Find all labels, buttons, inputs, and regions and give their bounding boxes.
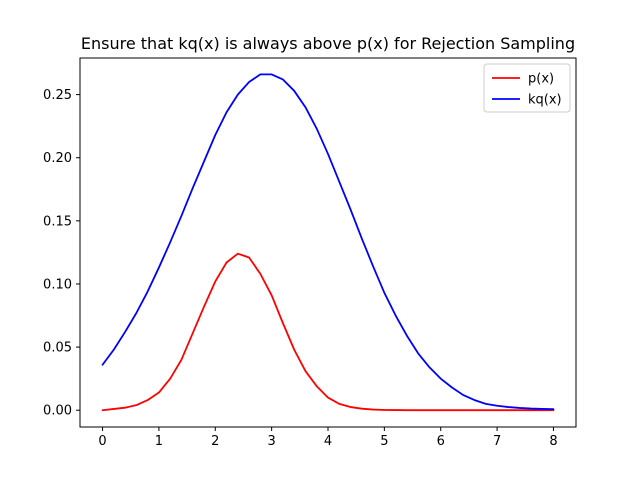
- y-tick-label: 0.05: [43, 341, 72, 356]
- plot-frame: [79, 57, 577, 428]
- series-line-kq: [101, 73, 555, 411]
- legend-label: p(x): [528, 72, 554, 87]
- y-tick-label: 0.25: [43, 88, 72, 103]
- chart-title: Ensure that kq(x) is always above p(x) f…: [81, 34, 575, 53]
- x-tick-label: 6: [437, 434, 445, 449]
- y-tick-label: 0.20: [43, 151, 72, 166]
- legend: p(x) kq(x): [483, 63, 571, 113]
- x-tick-label: 4: [324, 434, 332, 449]
- axis-ticks: 0 1 2 3 4 5 6 7 8 0.00 0.05 0.10 0.15 0.20 0.25: [43, 88, 558, 449]
- legend-label: kq(x): [528, 93, 562, 108]
- x-tick-label: 7: [493, 434, 501, 449]
- y-tick-label: 0.00: [43, 404, 72, 419]
- x-tick-label: 5: [380, 434, 388, 449]
- plot-lines: [101, 73, 555, 412]
- x-tick-label: 2: [211, 434, 219, 449]
- y-tick-label: 0.15: [43, 214, 72, 229]
- series-line-p: [101, 252, 555, 412]
- x-tick-label: 1: [155, 434, 163, 449]
- x-tick-label: 8: [549, 434, 557, 449]
- y-tick-label: 0.10: [43, 277, 72, 292]
- legend-box: [483, 63, 571, 113]
- x-tick-label: 3: [267, 434, 275, 449]
- x-tick-label: 0: [98, 434, 106, 449]
